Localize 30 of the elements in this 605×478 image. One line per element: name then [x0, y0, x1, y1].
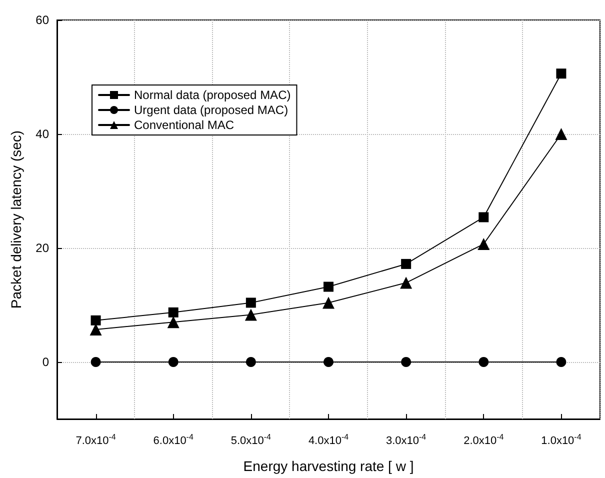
point [555, 128, 568, 140]
point [90, 357, 101, 367]
y-tick-label: 20 [36, 241, 50, 255]
point [168, 307, 178, 318]
point [478, 238, 490, 250]
point [324, 357, 334, 367]
point [478, 357, 489, 367]
point [478, 212, 489, 222]
point [90, 324, 102, 336]
y-axis-title: Packet delivery latency (sec) [8, 130, 24, 309]
legend-label: Conventional MAC [134, 118, 234, 132]
point [324, 282, 334, 292]
point [556, 357, 566, 367]
point [246, 357, 256, 367]
point [244, 308, 257, 321]
legend-label: Urgent data (proposed MAC) [134, 103, 288, 117]
x-axis-title: Energy harvesting rate [ w ] [243, 458, 414, 474]
point [246, 298, 256, 308]
y-tick-label: 60 [36, 13, 50, 27]
y-tick-label: 40 [36, 127, 50, 141]
point [401, 357, 412, 367]
point [401, 258, 412, 269]
point [556, 68, 566, 79]
point [400, 276, 412, 289]
point [322, 296, 334, 309]
point [90, 315, 101, 326]
point [168, 357, 178, 367]
y-tick-label: 0 [42, 355, 50, 369]
point [167, 316, 180, 328]
legend-label: Normal data (proposed MAC) [134, 88, 291, 102]
